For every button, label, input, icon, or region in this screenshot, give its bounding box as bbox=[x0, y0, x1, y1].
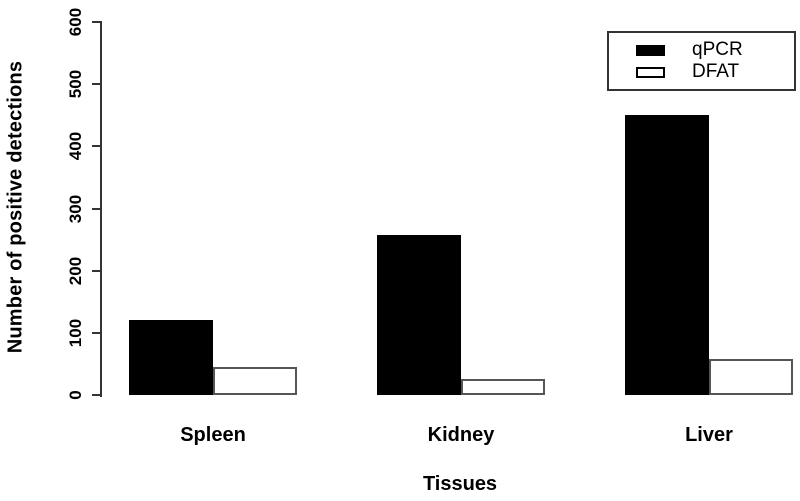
y-tick-label-100: 100 bbox=[66, 318, 85, 348]
y-tick-label-0: 0 bbox=[66, 390, 85, 400]
x-tick-label-kidney: Kidney bbox=[427, 424, 495, 446]
bar-qpcr-spleen bbox=[129, 320, 213, 395]
legend-item-dfat: DFAT bbox=[636, 61, 794, 82]
legend-item-qpcr: qPCR bbox=[636, 39, 794, 60]
bar-dfat-kidney bbox=[461, 379, 545, 395]
bar-dfat-liver bbox=[709, 358, 793, 395]
y-axis-tick-500 bbox=[92, 83, 101, 86]
x-tick-label-spleen: Spleen bbox=[180, 424, 246, 446]
y-axis-tick-400 bbox=[92, 145, 101, 148]
x-axis-title: Tissues bbox=[422, 473, 498, 495]
y-axis-tick-600 bbox=[92, 21, 101, 23]
y-tick-label-600: 600 bbox=[66, 7, 85, 37]
bar-qpcr-liver bbox=[625, 115, 709, 395]
bar-qpcr-kidney bbox=[377, 235, 461, 395]
y-axis-tick-100 bbox=[92, 331, 101, 334]
y-tick-label-400: 400 bbox=[66, 132, 85, 161]
bar-dfat-spleen bbox=[213, 367, 297, 395]
y-axis-tick-300 bbox=[92, 207, 101, 210]
y-axis-tick-200 bbox=[92, 269, 101, 272]
legend-swatch-qpcr bbox=[636, 44, 665, 56]
legend: qPCR DFAT bbox=[607, 31, 796, 91]
legend-swatch-dfat bbox=[636, 66, 665, 78]
legend-label-dfat: DFAT bbox=[692, 61, 740, 82]
x-tick-label-liver: Liver bbox=[685, 424, 733, 446]
y-tick-label-300: 300 bbox=[66, 194, 85, 223]
legend-label-qpcr: qPCR bbox=[692, 39, 743, 60]
y-tick-label-500: 500 bbox=[66, 69, 85, 99]
y-axis-tick-0 bbox=[92, 394, 101, 396]
y-axis-line bbox=[100, 21, 102, 397]
y-axis-title: Number of positive detections bbox=[4, 60, 27, 354]
y-tick-label-200: 200 bbox=[66, 256, 85, 285]
